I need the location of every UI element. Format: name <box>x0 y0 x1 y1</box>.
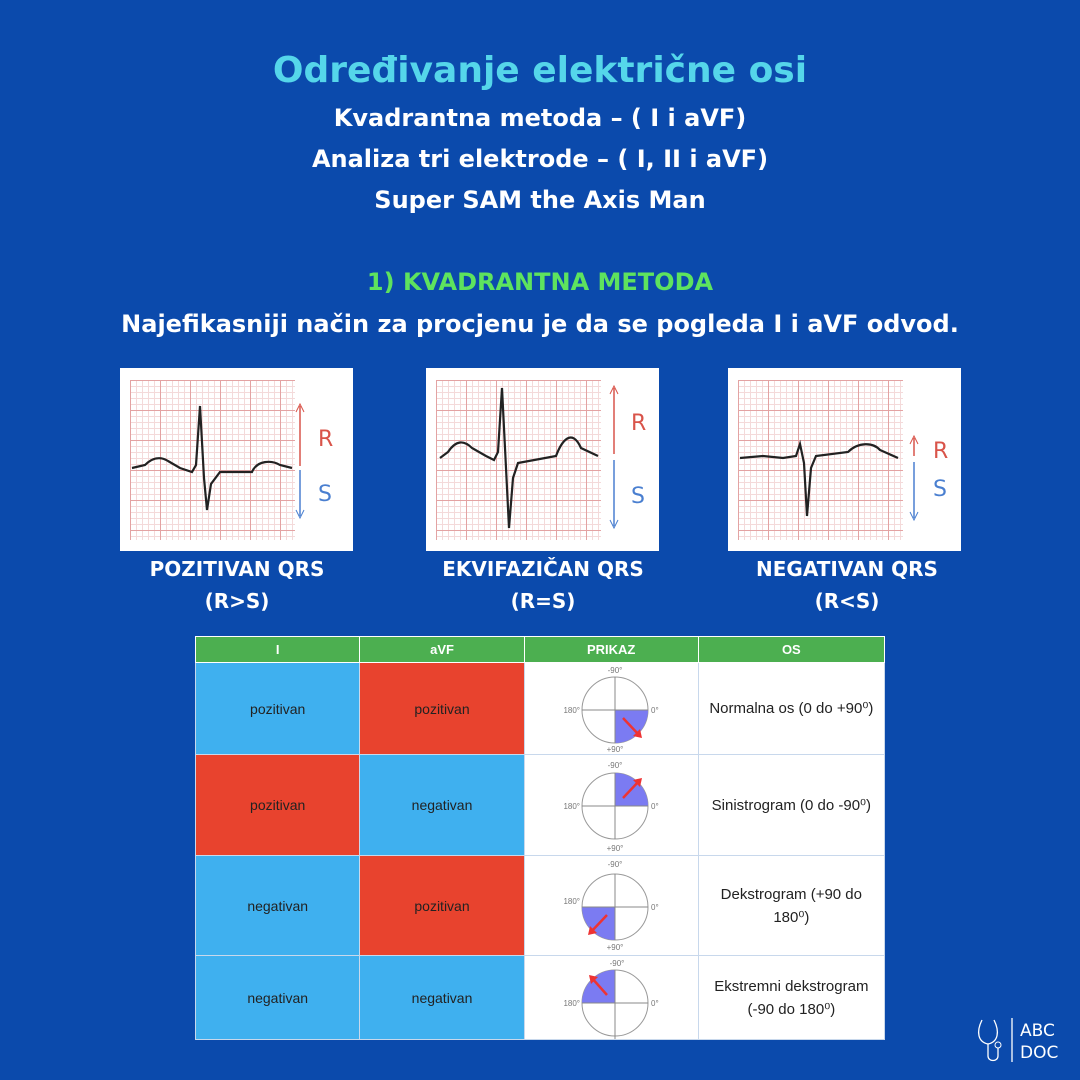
title: Određivanje električne osi <box>272 50 808 91</box>
ecg-grid <box>130 380 295 540</box>
row: negativan pozitivan -90° 180° 0° +90° De… <box>194 855 886 956</box>
subtitle: Analiza tri elektrode – ( I, II i aVF) <box>311 145 769 173</box>
axis-cell: Normalna os (0 do +90⁰) <box>697 662 886 755</box>
diagram-cell: -90° 180° 0° <box>523 955 699 1040</box>
caption-rule: (R<S) <box>814 589 880 613</box>
axis-cell: Dekstrogram (+90 do 180⁰) <box>697 855 886 956</box>
diagram-cell: -90° 180° 0° +90° <box>523 662 699 755</box>
s-label: S <box>631 484 645 509</box>
ecg-svg: R S <box>131 402 333 520</box>
header-cell: I <box>194 636 361 663</box>
ecg-trace <box>739 439 899 517</box>
ecg-panel: R S <box>120 368 353 551</box>
diagram-label: -90° <box>609 959 624 968</box>
diagram-label: 180° <box>563 897 580 906</box>
logo-text: DOC <box>1020 1043 1058 1063</box>
ecg-grid <box>436 380 601 540</box>
axis-diagram: -90° 180° 0° +90° <box>563 860 659 952</box>
row: negativan negativan -90° 180° 0° Ekstrem… <box>194 955 886 1040</box>
diagram-label: +90° <box>606 844 623 853</box>
vector-head <box>587 925 597 935</box>
cell: pozitivan <box>359 662 525 755</box>
cell: pozitivan <box>359 855 525 956</box>
ecg-svg: R S <box>439 384 646 530</box>
axis-cell: Ekstremni dekstrogram (-90 do 180⁰) <box>697 955 886 1040</box>
diagram-label: 0° <box>651 903 659 912</box>
s-arrow-head <box>295 509 305 520</box>
vector-head <box>632 777 642 787</box>
axis-diagram: -90° 180° 0° +90° <box>563 761 659 853</box>
logo-icon <box>977 1019 999 1062</box>
logo-icon <box>994 1041 1002 1049</box>
diagram-cell: -90° 180° 0° +90° <box>523 754 699 856</box>
vector-head <box>588 974 598 984</box>
row: pozitivan negativan -90° 180° 0° +90° Si… <box>194 754 886 856</box>
diagram-label: 180° <box>563 706 580 715</box>
s-arrow-head <box>609 519 619 530</box>
diagram-label: 0° <box>651 999 659 1008</box>
cell: pozitivan <box>194 662 361 755</box>
r-arrow-head <box>295 402 305 413</box>
diagram-label: 0° <box>651 802 659 811</box>
subtitle: Kvadrantna metoda – ( I i aVF) <box>333 104 747 132</box>
ecg-trace <box>439 387 599 529</box>
diagram-label: -90° <box>607 860 622 869</box>
axis-table: I aVF PRIKAZ OS pozitivan pozitivan -90°… <box>194 636 886 1040</box>
r-label: R <box>933 439 948 464</box>
ecg-panel: R S <box>728 368 961 551</box>
cell: negativan <box>359 754 525 856</box>
diagram-label: -90° <box>607 761 622 770</box>
cell: negativan <box>359 955 525 1040</box>
row: pozitivan pozitivan -90° 180° 0° +90° No… <box>194 662 886 755</box>
ecg-panel: R S <box>426 368 659 551</box>
section-heading: 1) KVADRANTNA METODA <box>366 268 714 296</box>
logo: ABC DOC <box>977 1018 1058 1063</box>
diagram-label: -90° <box>607 666 622 675</box>
caption-title: POZITIVAN QRS <box>149 557 325 581</box>
caption-title: NEGATIVAN QRS <box>756 557 938 581</box>
r-label: R <box>631 411 646 436</box>
logo-text: ABC <box>1020 1021 1055 1041</box>
axis-diagram: -90° 180° 0° +90° <box>563 666 659 754</box>
caption: EKVIFAZIČAN QRS (R=S) <box>393 553 693 617</box>
caption-rule: (R>S) <box>204 589 270 613</box>
ecg-svg: R S <box>739 434 948 522</box>
ecg-trace <box>131 405 293 511</box>
header-cell: OS <box>697 636 886 663</box>
caption-title: EKVIFAZIČAN QRS <box>442 557 644 581</box>
vector-head <box>632 728 642 738</box>
axis-diagram: -90° 180° 0° <box>563 959 659 1039</box>
ecg-grid <box>738 380 903 540</box>
s-label: S <box>933 477 947 502</box>
caption: NEGATIVAN QRS (R<S) <box>697 553 997 617</box>
diagram-label: +90° <box>606 943 623 952</box>
header-row: I aVF PRIKAZ OS <box>194 636 886 663</box>
caption-rule: (R=S) <box>510 589 576 613</box>
r-arrow-head <box>609 384 619 395</box>
diagram-cell: -90° 180° 0° +90° <box>523 855 699 956</box>
header-cell: PRIKAZ <box>523 636 699 663</box>
diagram-label: 180° <box>563 802 580 811</box>
diagram-label: 180° <box>563 999 580 1008</box>
axis-cell: Sinistrogram (0 do -90⁰) <box>697 754 886 856</box>
s-label: S <box>318 482 332 507</box>
cell: negativan <box>194 955 361 1040</box>
header-cell: aVF <box>359 636 525 663</box>
r-arrow-head <box>909 434 919 445</box>
intro: Najefikasniji način za procjenu je da se… <box>121 310 959 338</box>
cell: negativan <box>194 855 361 956</box>
subtitle: Super SAM the Axis Man <box>374 186 706 214</box>
cell: pozitivan <box>194 754 361 856</box>
diagram-label: 0° <box>651 706 659 715</box>
caption: POZITIVAN QRS (R>S) <box>87 553 387 617</box>
s-arrow-head <box>909 511 919 522</box>
diagram-label: +90° <box>606 745 623 754</box>
r-label: R <box>318 427 333 452</box>
